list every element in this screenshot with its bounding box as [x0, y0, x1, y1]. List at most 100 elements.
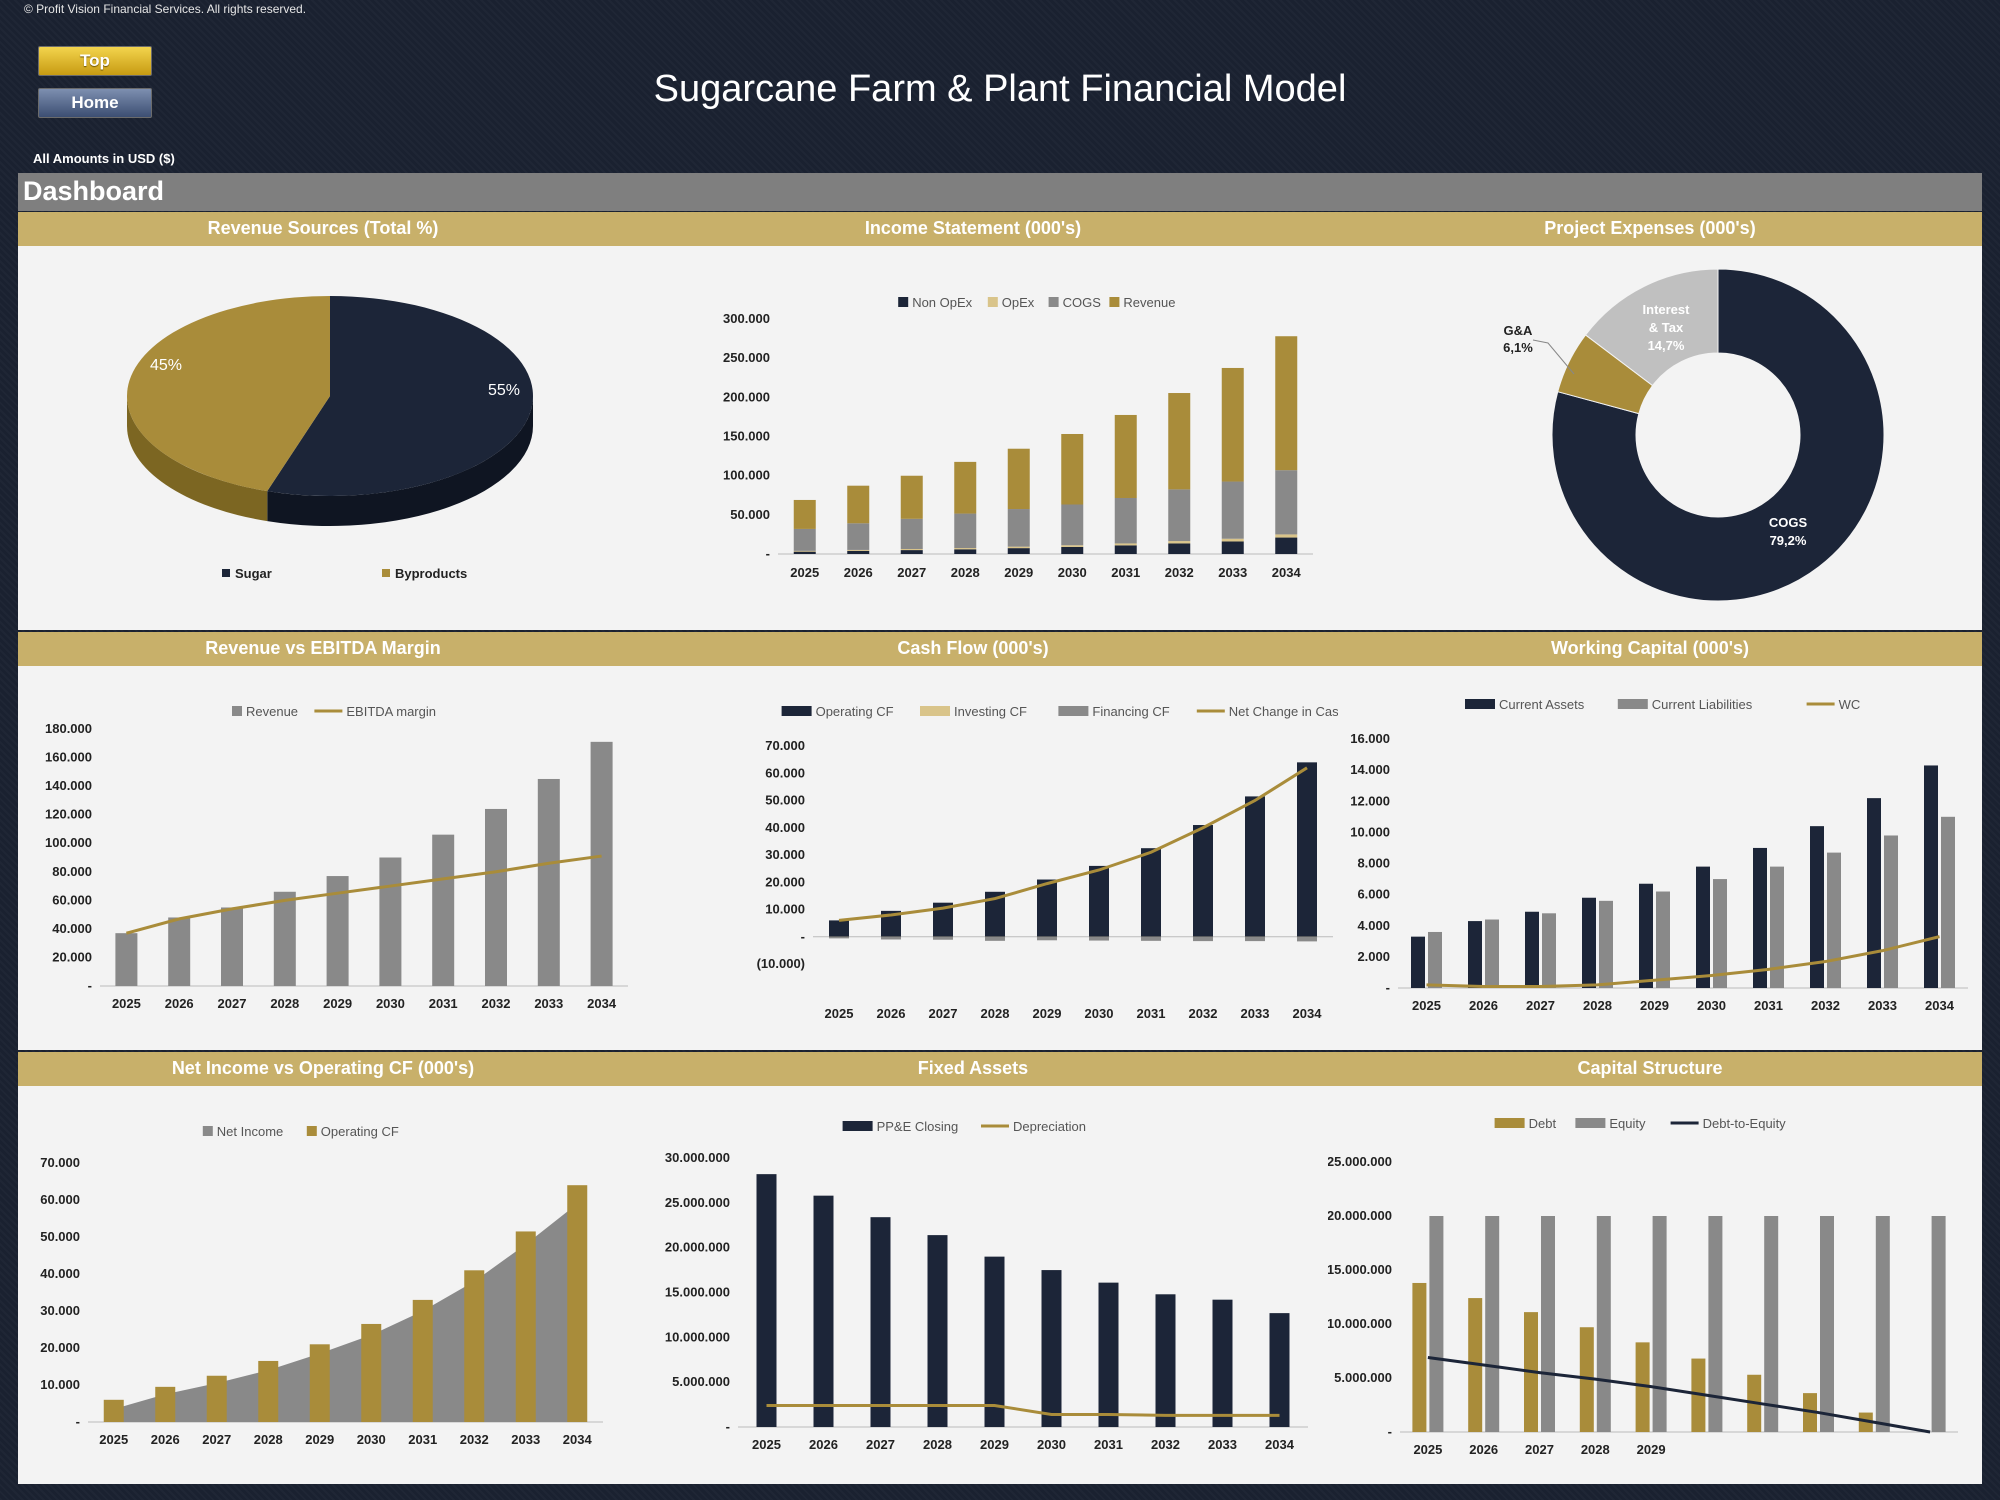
x-tick-label: 2034: [1293, 1006, 1323, 1021]
bar-revenue: [1275, 336, 1298, 471]
x-tick-label: 2025: [825, 1006, 854, 1021]
bar-non-opex: [793, 551, 816, 554]
line-depreciation: [766, 1403, 1280, 1417]
bar-current-liabilities: [1713, 879, 1727, 988]
bar-opex: [1221, 538, 1244, 542]
bar-current-assets: [1525, 911, 1539, 988]
x-tick-label: 2028: [923, 1437, 952, 1452]
x-tick-label: 2033: [511, 1432, 540, 1447]
y-tick-label: 5.000.000: [1334, 1370, 1392, 1385]
bar-current-liabilities: [1599, 900, 1613, 988]
line-net-change-in-cash: [838, 766, 1308, 922]
row3-panel: - 10.000 20.000 30.000 40.000 50.000 60.000 70.…: [18, 1086, 1982, 1484]
legend-label: Investing CF: [954, 704, 1027, 719]
row1-title-band: Revenue Sources (Total %) Income Stateme…: [18, 212, 1982, 246]
y-tick-label: -: [1386, 980, 1390, 995]
x-tick-label: 2028: [254, 1432, 283, 1447]
x-tick-label: 2031: [1094, 1437, 1123, 1452]
copyright-text: © Profit Vision Financial Services. All …: [24, 2, 307, 16]
bar-operating-cf: [1089, 865, 1109, 937]
line-debt-to-equity: [1427, 1355, 1931, 1434]
y-tick-label: 50.000: [40, 1229, 80, 1244]
x-tick-label: 2028: [270, 996, 299, 1011]
bar-financing-cf: [1037, 936, 1057, 941]
bar-operating-cf: [361, 1323, 382, 1422]
bar-financing-cf: [1245, 936, 1265, 942]
home-button[interactable]: Home: [38, 88, 152, 118]
bar-current-liabilities: [1884, 835, 1898, 988]
bar-equity: [1820, 1216, 1834, 1432]
legend-label: Financing CF: [1092, 704, 1169, 719]
x-tick-label: 2031: [1111, 565, 1140, 580]
x-tick-label: 2026: [165, 996, 194, 1011]
x-tick-label: 2030: [1058, 565, 1087, 580]
bar-pp&e-closing: [1041, 1270, 1062, 1427]
row1-panel: 55% 45% Sugar Byproducts - 50.000 100.000 150.…: [18, 246, 1982, 630]
legend-swatch: [1494, 1118, 1525, 1128]
bar-revenue: [590, 741, 613, 986]
y-tick-label: 30.000: [765, 847, 805, 862]
y-tick-label: 5.000.000: [672, 1374, 730, 1389]
bar-current-assets: [1867, 798, 1881, 988]
bar-current-assets: [1639, 883, 1653, 988]
donut-slice: [1551, 268, 1885, 602]
page-title: Sugarcane Farm & Plant Financial Model: [653, 68, 1347, 110]
bar-pp&e-closing: [870, 1217, 891, 1427]
legend-swatch: [898, 297, 909, 307]
legend-swatch: [1109, 297, 1120, 307]
bar-opex: [900, 548, 923, 551]
x-tick-label: 2034: [1925, 998, 1955, 1013]
area-net-income: [113, 1203, 578, 1422]
y-tick-label: 10.000: [40, 1377, 80, 1392]
x-tick-label: 2025: [1413, 1442, 1442, 1457]
y-tick-label: -: [1388, 1424, 1392, 1439]
row2-panel: - 20.000 40.000 60.000 80.000 100.000 120.000 1…: [18, 666, 1982, 1050]
legend-label: Net Income: [217, 1124, 283, 1139]
bar-pp&e-closing: [756, 1174, 777, 1427]
x-tick-label: 2026: [877, 1006, 906, 1021]
bar-non-opex: [1168, 543, 1191, 554]
x-tick-label: 2033: [1208, 1437, 1237, 1452]
revenue-ebitda-title: Revenue vs EBITDA Margin: [205, 638, 441, 658]
row3-title-band: Net Income vs Operating CF (000's) Fixed…: [18, 1052, 1982, 1086]
x-tick-label: 2031: [429, 996, 458, 1011]
donut-value-label: 79,2%: [1770, 533, 1807, 548]
bar-cogs: [847, 523, 870, 550]
y-tick-label: 14.000: [1350, 762, 1390, 777]
bar-cogs: [1114, 497, 1137, 544]
x-tick-label: 2029: [305, 1432, 334, 1447]
legend-swatch: [1058, 706, 1089, 716]
y-tick-label: 6.000: [1357, 887, 1390, 902]
bar-opex: [1007, 546, 1030, 549]
working-capital-title: Working Capital (000's): [1551, 638, 1749, 658]
bar-opex: [1114, 543, 1137, 546]
bar-pp&e-closing: [813, 1195, 834, 1427]
net-income-ocf-title: Net Income vs Operating CF (000's): [171, 1058, 475, 1078]
legend-swatch: [781, 706, 812, 716]
top-button[interactable]: Top: [38, 46, 152, 76]
y-tick-label: 30.000.000: [665, 1150, 730, 1165]
bar-current-liabilities: [1542, 913, 1556, 988]
y-tick-label: 50.000: [730, 507, 770, 522]
legend-swatch: [920, 706, 950, 716]
x-tick-label: 2029: [1004, 565, 1033, 580]
bar-operating-cf: [309, 1344, 330, 1422]
bar-cogs: [1007, 509, 1030, 547]
bar-non-opex: [1061, 546, 1084, 554]
donut-leader-line: [1532, 339, 1575, 375]
x-tick-label: 2028: [1583, 998, 1612, 1013]
y-tick-label: -: [76, 1414, 80, 1429]
y-tick-label: 10.000: [1350, 824, 1390, 839]
units-label: All Amounts in USD ($): [33, 151, 175, 166]
x-tick-label: 2033: [1868, 998, 1897, 1013]
donut-label: COGS: [1769, 515, 1808, 530]
y-tick-label: 100.000: [45, 835, 92, 850]
bar-revenue: [900, 475, 923, 519]
bar-financing-cf: [933, 936, 953, 940]
x-tick-label: 2033: [1241, 1006, 1270, 1021]
bar-equity: [1708, 1216, 1723, 1432]
bar-debt: [1412, 1282, 1427, 1432]
bar-cogs: [1221, 481, 1244, 539]
bar-financing-cf: [985, 936, 1005, 941]
bar-operating-cf: [155, 1386, 176, 1422]
